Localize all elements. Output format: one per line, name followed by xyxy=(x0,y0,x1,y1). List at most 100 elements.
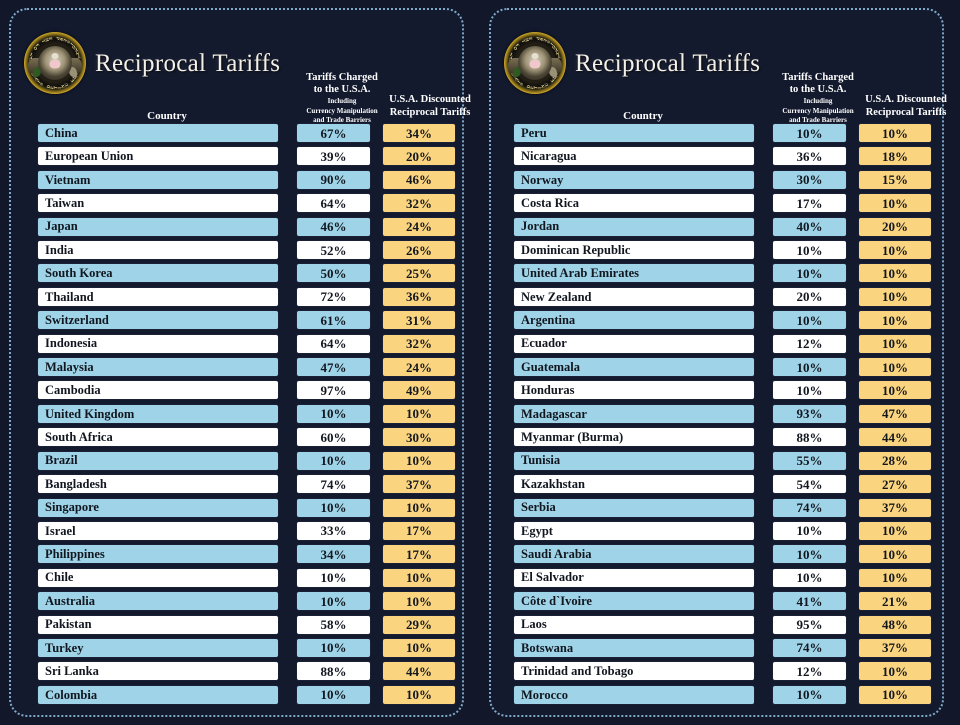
cell-country: South Africa xyxy=(37,427,279,448)
cell-tariffs-charged: 12% xyxy=(772,333,847,354)
table-row[interactable]: Malaysia 47% 24% xyxy=(11,357,462,380)
table-row[interactable]: Philippines 34% 17% xyxy=(11,544,462,567)
cell-tariffs-charged: 74% xyxy=(772,497,847,518)
table-row[interactable]: Israel 33% 17% xyxy=(11,520,462,544)
table-row[interactable]: Vietnam 90% 46% xyxy=(11,169,462,193)
cell-country: Colombia xyxy=(37,684,279,705)
table-row[interactable]: Guatemala 10% 10% xyxy=(491,357,942,380)
cell-tariffs-charged: 34% xyxy=(296,544,371,565)
cell-tariffs-charged: 55% xyxy=(772,450,847,471)
table-row[interactable]: Bangladesh 74% 37% xyxy=(11,474,462,497)
table-row[interactable]: Peru 10% 10% xyxy=(491,123,942,146)
table-row[interactable]: Pakistan 58% 29% xyxy=(11,614,462,638)
table-row[interactable]: Switzerland 61% 31% xyxy=(11,310,462,333)
table-row[interactable]: Ecuador 12% 10% xyxy=(491,333,942,357)
cell-tariffs-charged: 10% xyxy=(296,591,371,612)
seal-olive-branch-icon xyxy=(33,66,41,77)
cell-country: European Union xyxy=(37,146,279,167)
table-row[interactable]: Honduras 10% 10% xyxy=(491,380,942,403)
cell-tariffs-charged: 10% xyxy=(296,450,371,471)
cell-country: Saudi Arabia xyxy=(513,544,755,565)
table-row[interactable]: Dominican Republic 10% 10% xyxy=(491,240,942,263)
cell-country: Egypt xyxy=(513,520,755,541)
cell-usa-discounted: 10% xyxy=(858,357,932,378)
table-row[interactable]: Madagascar 93% 47% xyxy=(491,403,942,427)
table-row[interactable]: Cambodia 97% 49% xyxy=(11,380,462,403)
table-row[interactable]: Turkey 10% 10% xyxy=(11,637,462,661)
cell-country: Honduras xyxy=(513,380,755,401)
table-row[interactable]: Brazil 10% 10% xyxy=(11,450,462,474)
cell-usa-discounted: 28% xyxy=(858,450,932,471)
table-row[interactable]: Nicaragua 36% 18% xyxy=(491,146,942,169)
cell-usa-discounted: 36% xyxy=(382,286,456,307)
cell-tariffs-charged: 20% xyxy=(772,286,847,307)
table-row[interactable]: Sri Lanka 88% 44% xyxy=(11,661,462,684)
cell-country: Japan xyxy=(37,216,279,237)
table-row[interactable]: Norway 30% 15% xyxy=(491,169,942,193)
cell-tariffs-charged: 50% xyxy=(296,263,371,284)
cell-country: Laos xyxy=(513,614,755,635)
table-row[interactable]: South Korea 50% 25% xyxy=(11,263,462,286)
cell-tariffs-charged: 12% xyxy=(772,661,847,682)
table-row[interactable]: New Zealand 20% 10% xyxy=(491,286,942,310)
seal-eagle-icon xyxy=(518,46,552,80)
cell-country: Israel xyxy=(37,520,279,541)
table-row[interactable]: Costa Rica 17% 10% xyxy=(491,193,942,216)
table-row[interactable]: Côte d`Ivoire 41% 21% xyxy=(491,591,942,614)
cell-usa-discounted: 21% xyxy=(858,591,932,612)
cell-usa-discounted: 20% xyxy=(858,216,932,237)
cell-tariffs-charged: 10% xyxy=(772,357,847,378)
table-row[interactable]: Taiwan 64% 32% xyxy=(11,193,462,216)
cell-country: Taiwan xyxy=(37,193,279,214)
table-row[interactable]: Saudi Arabia 10% 10% xyxy=(491,544,942,567)
table-row[interactable]: Indonesia 64% 32% xyxy=(11,333,462,357)
cell-country: Kazakhstan xyxy=(513,474,755,495)
table-row[interactable]: India 52% 26% xyxy=(11,240,462,263)
cell-tariffs-charged: 10% xyxy=(772,310,847,331)
cell-usa-discounted: 10% xyxy=(858,263,932,284)
table-row[interactable]: Argentina 10% 10% xyxy=(491,310,942,333)
cell-tariffs-charged: 10% xyxy=(772,123,847,143)
table-row[interactable]: United Kingdom 10% 10% xyxy=(11,403,462,427)
table-row[interactable]: El Salvador 10% 10% xyxy=(491,567,942,591)
table-row[interactable]: Chile 10% 10% xyxy=(11,567,462,591)
cell-usa-discounted: 10% xyxy=(858,684,932,705)
table-row[interactable]: Japan 46% 24% xyxy=(11,216,462,240)
cell-country: Indonesia xyxy=(37,333,279,354)
table-row[interactable]: Laos 95% 48% xyxy=(491,614,942,638)
table-row[interactable]: Myanmar (Burma) 88% 44% xyxy=(491,427,942,450)
table-row[interactable]: Singapore 10% 10% xyxy=(11,497,462,521)
table-row[interactable]: Thailand 72% 36% xyxy=(11,286,462,310)
table-row[interactable]: Kazakhstan 54% 27% xyxy=(491,474,942,497)
cell-usa-discounted: 24% xyxy=(382,357,456,378)
cell-country: Bangladesh xyxy=(37,474,279,495)
table-row[interactable]: Egypt 10% 10% xyxy=(491,520,942,544)
table-row[interactable]: European Union 39% 20% xyxy=(11,146,462,169)
table-row[interactable]: Colombia 10% 10% xyxy=(11,684,462,708)
cell-tariffs-charged: 30% xyxy=(772,169,847,190)
table-row[interactable]: Australia 10% 10% xyxy=(11,591,462,614)
table-row[interactable]: Jordan 40% 20% xyxy=(491,216,942,240)
cell-usa-discounted: 24% xyxy=(382,216,456,237)
cell-tariffs-charged: 90% xyxy=(296,169,371,190)
cell-country: El Salvador xyxy=(513,567,755,588)
column-header-charged-sub3: and Trade Barriers xyxy=(789,116,847,124)
table-row[interactable]: Botswana 74% 37% xyxy=(491,637,942,661)
cell-tariffs-charged: 10% xyxy=(296,497,371,518)
cell-country: United Kingdom xyxy=(37,403,279,424)
cell-country: Argentina xyxy=(513,310,755,331)
table-row[interactable]: Trinidad and Tobago 12% 10% xyxy=(491,661,942,684)
table-row[interactable]: Serbia 74% 37% xyxy=(491,497,942,521)
table-row[interactable]: China 67% 34% xyxy=(11,123,462,146)
table-row[interactable]: Tunisia 55% 28% xyxy=(491,450,942,474)
table-row[interactable]: Morocco 10% 10% xyxy=(491,684,942,708)
cell-country: Pakistan xyxy=(37,614,279,635)
table-row[interactable]: South Africa 60% 30% xyxy=(11,427,462,450)
seal-arrows-icon xyxy=(549,66,557,77)
table-row[interactable]: United Arab Emirates 10% 10% xyxy=(491,263,942,286)
cell-usa-discounted: 20% xyxy=(382,146,456,167)
